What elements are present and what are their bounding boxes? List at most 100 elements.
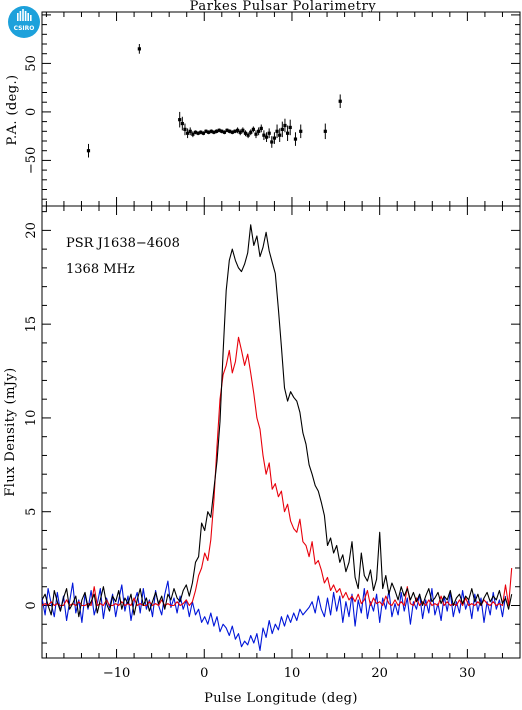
pa-data-point (270, 136, 274, 148)
pa-marker (201, 131, 205, 135)
flux-line-circular (41, 580, 507, 652)
pa-marker (272, 136, 277, 140)
pa-marker (285, 131, 290, 135)
pa-marker (209, 129, 213, 133)
x-axis-label: Pulse Longitude (deg) (204, 691, 358, 706)
x-tick-label: 0 (200, 666, 208, 681)
pa-data-point (243, 130, 248, 137)
pa-data-point (183, 123, 187, 136)
frequency-annotation: 1368 MHz (66, 262, 135, 277)
pa-data-point (185, 128, 190, 139)
pa-data-point (262, 130, 266, 141)
pa-y-tick-label: −50 (24, 147, 39, 174)
pa-marker (283, 123, 287, 128)
flux-axis-ticks: −10 0 10 20 30 0 5 10 15 20 (24, 206, 521, 681)
pa-marker (220, 129, 224, 133)
x-tick-label: −10 (103, 666, 130, 681)
flux-y-tick-label: 10 (24, 410, 39, 427)
x-tick-label: 10 (284, 666, 301, 681)
pa-data-point (264, 132, 269, 142)
pa-data-point (209, 129, 213, 134)
pa-data-point (257, 127, 261, 136)
pa-marker (180, 121, 184, 126)
pa-marker (254, 132, 258, 136)
flux-line-total (41, 224, 513, 618)
pa-marker (137, 47, 141, 51)
pa-marker (323, 129, 327, 133)
pa-data-point (214, 129, 219, 134)
pa-y-tick-label: 0 (24, 108, 39, 116)
pa-data-point (225, 128, 229, 133)
pa-data-point (283, 118, 287, 133)
pa-marker (86, 149, 91, 153)
pa-data-point (228, 129, 232, 134)
pa-data-point (188, 127, 192, 136)
pa-marker (212, 130, 216, 134)
pa-data-point (254, 130, 258, 139)
pa-data-point (204, 129, 208, 134)
pa-data-point (235, 127, 240, 134)
pa-marker (241, 128, 245, 132)
pa-data-point (249, 129, 253, 136)
pa-marker (278, 133, 282, 137)
pa-data-point (212, 130, 216, 135)
pa-data-point (199, 130, 203, 135)
pa-data-point (233, 129, 237, 134)
pa-data-point (288, 119, 292, 136)
pa-marker (207, 130, 211, 134)
pa-data-point (285, 125, 290, 142)
pa-data-point (201, 131, 205, 136)
pa-marker (275, 129, 279, 133)
pa-marker (338, 99, 342, 103)
flux-y-axis-label: Flux Density (mJy) (3, 367, 18, 496)
pa-data-point (220, 129, 224, 134)
pa-data-point (241, 127, 245, 134)
flux-line-linear (41, 336, 513, 607)
pulsar-name-annotation: PSR J1638−4608 (66, 236, 180, 251)
pa-data-point (217, 128, 221, 133)
pa-marker (225, 128, 229, 132)
flux-y-tick-label: 15 (24, 316, 39, 333)
pa-data-point (246, 132, 250, 139)
flux-y-tick-label: 20 (24, 222, 39, 239)
pa-marker (238, 130, 242, 134)
pa-marker (235, 128, 240, 132)
pa-marker (233, 129, 237, 133)
x-tick-label: 20 (371, 666, 388, 681)
pa-data-point (293, 132, 298, 146)
pa-data-point (299, 124, 303, 139)
pa-marker (264, 135, 269, 139)
pa-data-points (86, 44, 342, 158)
pa-data-point (178, 111, 182, 128)
flux-panel-frame (41, 205, 521, 659)
pa-marker (280, 127, 284, 131)
pa-marker (178, 118, 182, 122)
pa-marker (246, 133, 250, 137)
pa-marker (267, 131, 271, 135)
csiro-logo: CSIRO (8, 6, 40, 38)
pa-marker (204, 129, 208, 133)
pa-marker (288, 125, 292, 130)
pa-marker (249, 130, 253, 134)
pa-marker (183, 127, 187, 131)
pa-data-point (259, 124, 263, 133)
pa-marker (259, 126, 263, 130)
pa-data-point (272, 132, 277, 144)
pa-marker (228, 129, 232, 133)
pa-data-point (230, 130, 234, 135)
pa-marker (293, 137, 298, 141)
pa-data-point (207, 130, 211, 135)
csiro-logo-bars (17, 9, 32, 21)
pa-panel-frame (41, 11, 521, 207)
pa-marker (214, 129, 219, 133)
flux-y-tick-label: 0 (24, 601, 39, 609)
pa-data-point (323, 123, 327, 140)
pa-data-point (191, 131, 195, 138)
pa-y-tick-label: 50 (24, 55, 39, 72)
pa-marker (196, 131, 200, 135)
chart-title: Parkes Pulsar Polarimetry (190, 0, 377, 14)
pa-data-point (86, 143, 91, 158)
pa-data-point (278, 128, 282, 142)
pa-data-point (196, 131, 200, 136)
